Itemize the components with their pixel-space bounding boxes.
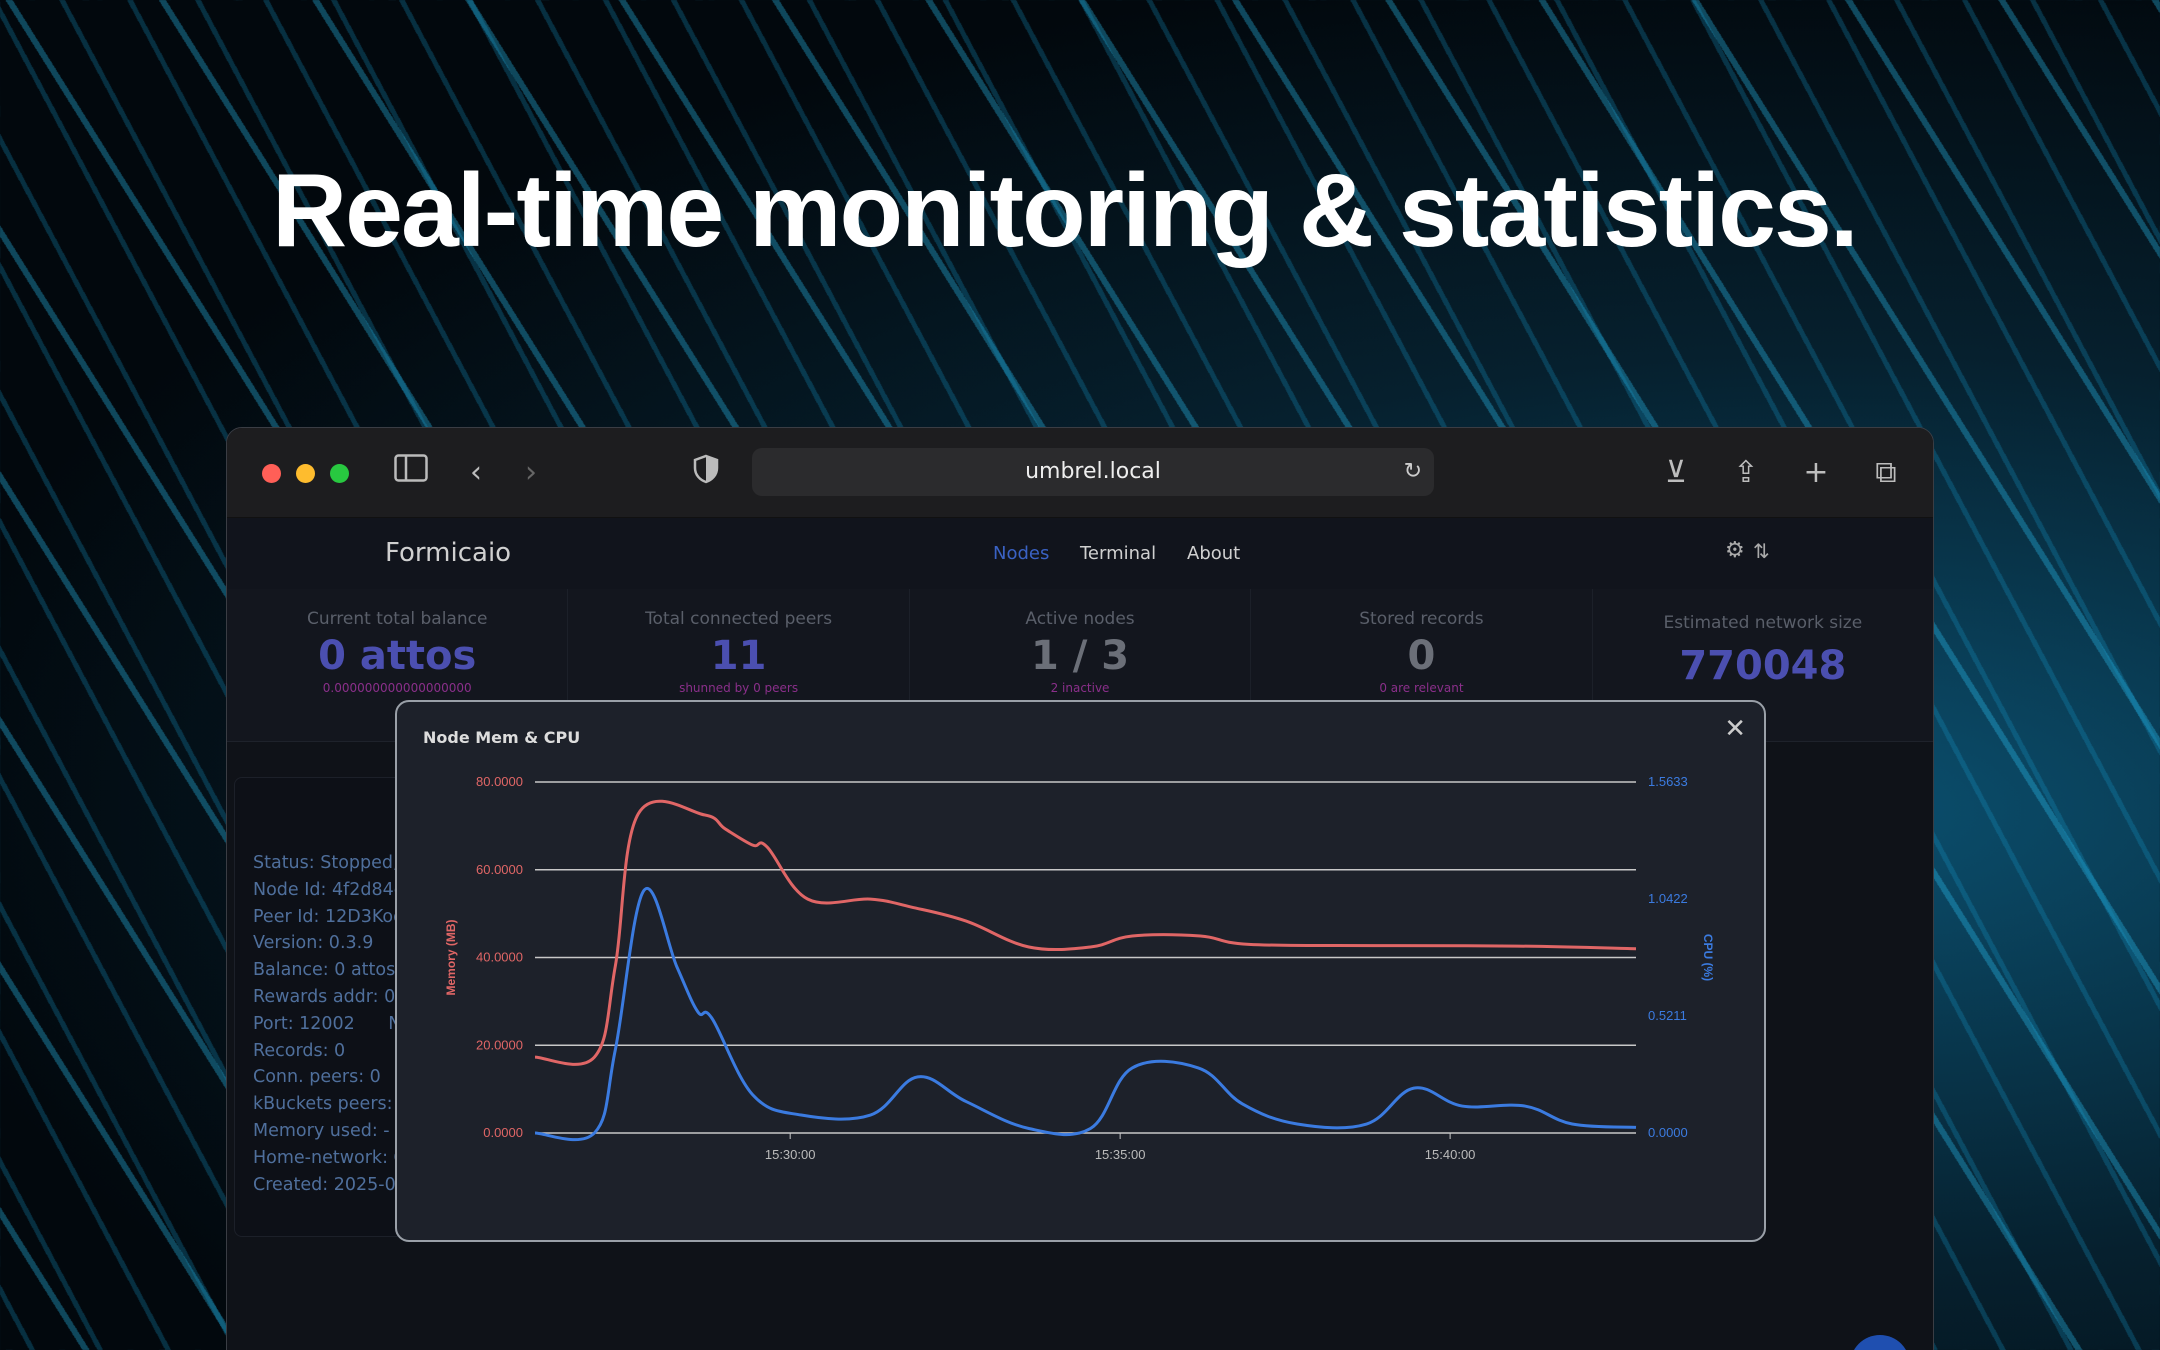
close-window-button[interactable] bbox=[262, 464, 281, 483]
close-icon[interactable]: ✕ bbox=[1724, 714, 1746, 744]
node-detail-line: Version: 0.3.9 bbox=[253, 933, 374, 954]
y-left-axis-label: Memory (MB) bbox=[444, 919, 458, 995]
y-left-tick-label: 20.0000 bbox=[476, 1037, 523, 1052]
node-detail-line: Balance: 0 attos bbox=[253, 960, 396, 981]
back-icon[interactable]: ‹ bbox=[470, 455, 482, 490]
stat-records: Stored records 0 0 are relevant bbox=[1251, 589, 1593, 741]
node-detail-line: Conn. peers: 0 bbox=[253, 1067, 381, 1088]
floating-action-button[interactable] bbox=[1850, 1335, 1910, 1350]
shield-icon[interactable] bbox=[687, 454, 725, 492]
y-right-tick-label: 0.0000 bbox=[1648, 1125, 1688, 1140]
stat-label: Stored records bbox=[1359, 609, 1484, 629]
y-left-tick-label: 0.0000 bbox=[483, 1125, 523, 1140]
zoom-window-button[interactable] bbox=[330, 464, 349, 483]
stat-label: Active nodes bbox=[1025, 609, 1135, 629]
stat-balance: Current total balance 0 attos 0.0000000000… bbox=[227, 589, 569, 741]
node-detail-line: Memory used: - bbox=[253, 1120, 390, 1141]
browser-toolbar: ‹ › umbrel.local ↻ ⊻ ⇪ + ⧉ bbox=[227, 428, 1933, 518]
sidebar-icon[interactable] bbox=[392, 454, 430, 492]
stat-value: 0 attos bbox=[318, 633, 477, 679]
stat-sub: 0.000000000000000000 bbox=[322, 681, 472, 695]
stat-label: Total connected peers bbox=[645, 609, 833, 629]
download-icon[interactable]: ⊻ bbox=[1665, 455, 1687, 490]
share-icon[interactable]: ⇪ bbox=[1733, 455, 1759, 490]
node-detail-line: Peer Id: 12D3KooV bbox=[253, 906, 416, 927]
chart-modal: Node Mem & CPU ✕ 0.0000 20.0000 40.0000 60.… bbox=[395, 700, 1766, 1242]
x-tick-label: 15:40:00 bbox=[1425, 1147, 1476, 1162]
y-left-tick-label: 60.0000 bbox=[476, 862, 523, 877]
x-tick-label: 15:35:00 bbox=[1095, 1147, 1146, 1162]
nav-nodes[interactable]: Nodes bbox=[993, 543, 1050, 564]
y-left-tick-label: 40.0000 bbox=[476, 950, 523, 965]
nav-terminal[interactable]: Terminal bbox=[1080, 543, 1157, 564]
app-navbar: Formicaio Nodes Terminal About ⚙ ⇅ bbox=[227, 518, 1933, 589]
y-right-axis-label: CPU (%) bbox=[1701, 934, 1715, 981]
series-line-cpu bbox=[534, 886, 1637, 1142]
stat-value: 1 / 3 bbox=[1030, 633, 1130, 679]
stat-value: 0 bbox=[1407, 633, 1436, 679]
y-right-tick-label: 1.0422 bbox=[1648, 891, 1688, 906]
stat-value: 11 bbox=[710, 633, 767, 679]
forward-icon[interactable]: › bbox=[525, 455, 537, 490]
address-bar[interactable]: umbrel.local ↻ bbox=[752, 448, 1434, 496]
tabs-overview-icon[interactable]: ⧉ bbox=[1875, 455, 1897, 490]
mem-cpu-chart: 0.0000 20.0000 40.0000 60.0000 80.0000 0.0000… bbox=[444, 774, 1715, 1162]
stat-sub: 2 inactive bbox=[1050, 681, 1110, 695]
stat-value: 770048 bbox=[1679, 643, 1847, 689]
sort-icon[interactable]: ⇅ bbox=[1753, 539, 1770, 563]
new-tab-icon[interactable]: + bbox=[1803, 455, 1829, 490]
headline: Real-time monitoring & statistics. bbox=[272, 153, 1859, 269]
node-detail-line: Records: 0 bbox=[253, 1040, 346, 1061]
modal-title: Node Mem & CPU bbox=[423, 728, 581, 747]
node-detail-line: Created: 2025-04- bbox=[253, 1174, 414, 1195]
y-right-tick-label: 1.5633 bbox=[1648, 774, 1688, 789]
settings-icon[interactable]: ⚙ bbox=[1725, 538, 1745, 563]
y-right-tick-label: 0.5211 bbox=[1648, 1008, 1687, 1023]
stat-peers: Total connected peers 11 shunned by 0 peer… bbox=[568, 589, 910, 741]
stat-active-nodes: Active nodes 1 / 3 2 inactive bbox=[910, 589, 1252, 741]
x-tick-label: 15:30:00 bbox=[765, 1147, 816, 1162]
reload-icon[interactable]: ↻ bbox=[1403, 459, 1422, 484]
brand: Formicaio bbox=[385, 538, 512, 568]
nav-about[interactable]: About bbox=[1187, 543, 1241, 564]
series-line-memory bbox=[534, 799, 1637, 1066]
minimize-window-button[interactable] bbox=[296, 464, 315, 483]
stat-sub: shunned by 0 peers bbox=[679, 681, 799, 695]
stat-label: Current total balance bbox=[306, 609, 488, 629]
url-text: umbrel.local bbox=[1025, 459, 1161, 484]
node-detail-line: Node Id: 4f2d84e2 bbox=[253, 879, 416, 900]
stat-network-size: Estimated network size 770048 bbox=[1593, 589, 1933, 741]
stat-label: Estimated network size bbox=[1663, 613, 1863, 633]
stat-sub: 0 are relevant bbox=[1379, 681, 1464, 695]
y-left-tick-label: 80.0000 bbox=[476, 774, 523, 789]
